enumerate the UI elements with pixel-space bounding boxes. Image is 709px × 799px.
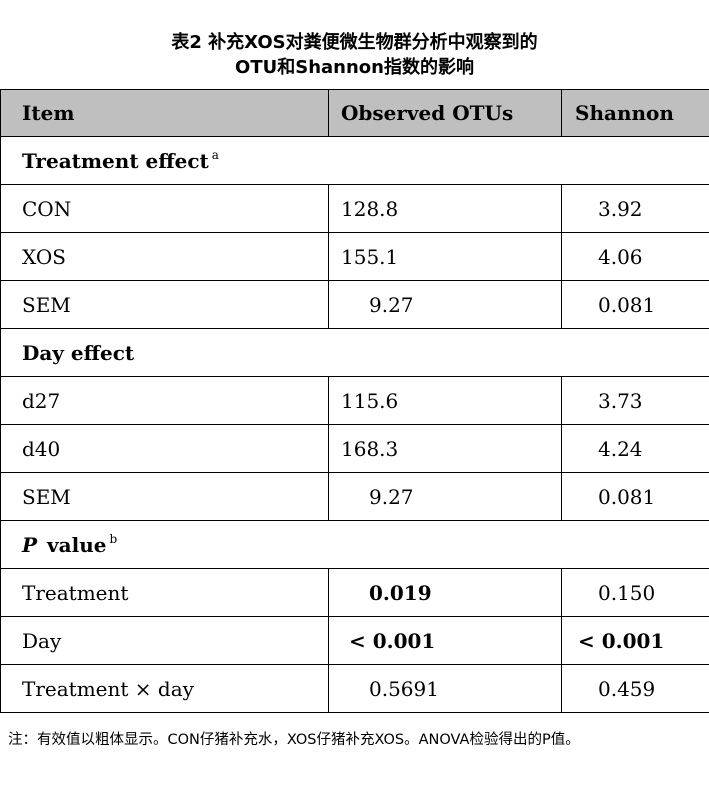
row-label: CON (0, 184, 329, 233)
table-row: SEM 9.27 0.081 (0, 280, 709, 329)
otus-value: < 0.001 (328, 616, 562, 665)
results-table: Item Observed OTUs Shannon Treatment eff… (0, 89, 709, 713)
row-label: SEM (0, 280, 329, 329)
header-item: Item (0, 89, 329, 137)
shannon-value: 0.459 (561, 664, 709, 713)
table-row: SEM 9.27 0.081 (0, 472, 709, 521)
shannon-value: 0.081 (561, 280, 709, 329)
table-footnote: 注：有效值以粗体显示。CON仔猪补充水，XOS仔猪补充XOS。ANOVA检验得出… (8, 732, 580, 748)
shannon-value: 0.081 (561, 472, 709, 521)
otus-value: 9.27 (328, 472, 562, 521)
section-label: Treatment effect (22, 149, 209, 173)
table-row: Treatment × day 0.5691 0.459 (0, 664, 709, 713)
otus-value: 0.019 (328, 568, 562, 617)
table-row: d27 115.6 3.73 (0, 376, 709, 425)
section-row-day: Day effect (0, 328, 709, 377)
table-row: CON 128.8 3.92 (0, 184, 709, 233)
row-label: XOS (0, 232, 329, 281)
table-row: XOS 155.1 4.06 (0, 232, 709, 281)
otus-value: 0.5691 (328, 664, 562, 713)
otus-value: 128.8 (328, 184, 562, 233)
otus-value: 155.1 (328, 232, 562, 281)
header-row: Item Observed OTUs Shannon (0, 89, 709, 137)
otus-value: 9.27 (328, 280, 562, 329)
shannon-value: 3.73 (561, 376, 709, 425)
table-title-line2: OTU和Shannon指数的影响 (235, 57, 474, 78)
otus-value: 168.3 (328, 424, 562, 473)
row-label: d27 (0, 376, 329, 425)
footnote-marker-a: a (211, 148, 219, 162)
table-row: d40 168.3 4.24 (0, 424, 709, 473)
section-row-treatment: Treatment effect a (0, 136, 709, 185)
header-observed-otus: Observed OTUs (328, 89, 562, 137)
shannon-value: 0.150 (561, 568, 709, 617)
section-treatment-effect: Treatment effect a (0, 136, 709, 185)
shannon-value: 3.92 (561, 184, 709, 233)
table-title: 表2 补充XOS对粪便微生物群分析中观察到的 OTU和Shannon指数的影响 (0, 30, 709, 80)
table-row: Treatment 0.019 0.150 (0, 568, 709, 617)
shannon-value: 4.24 (561, 424, 709, 473)
table-title-line1: 表2 补充XOS对粪便微生物群分析中观察到的 (171, 32, 538, 53)
row-label: Day (0, 616, 329, 665)
row-label: SEM (0, 472, 329, 521)
otus-value: 115.6 (328, 376, 562, 425)
shannon-value: < 0.001 (561, 616, 709, 665)
p-letter: P (22, 533, 38, 557)
section-day-effect: Day effect (0, 328, 709, 377)
table-row: Day < 0.001 < 0.001 (0, 616, 709, 665)
row-label: d40 (0, 424, 329, 473)
row-label: Treatment (0, 568, 329, 617)
row-label: Treatment × day (0, 664, 329, 713)
shannon-value: 4.06 (561, 232, 709, 281)
section-label: value (47, 533, 107, 557)
footnote-marker-b: b (109, 532, 118, 546)
header-shannon: Shannon (561, 89, 709, 137)
